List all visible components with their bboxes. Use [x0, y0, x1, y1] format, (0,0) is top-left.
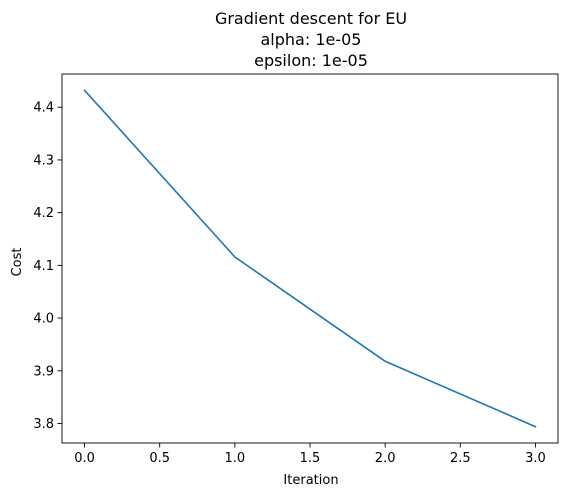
x-tick-label-1: 0.5: [149, 451, 170, 466]
series-line-0: [83, 89, 537, 428]
x-tick-label-3: 1.5: [300, 451, 321, 466]
y-tick-label-6: 4.4: [33, 101, 54, 116]
y-tick-label-3: 4.1: [33, 259, 54, 274]
x-tick-label-4: 2.0: [375, 451, 396, 466]
y-tick-label-1: 3.9: [33, 364, 54, 379]
plot-area: 0.0 0.5 1.0 1.5 2.0 2.5 3.0 3.8 3.9 4.0 4.1 4.2 4.3 4…: [33, 73, 559, 466]
y-tick-label-4: 4.2: [33, 206, 54, 221]
title-line-1: Gradient descent for EU: [215, 9, 407, 28]
title-line-3: epsilon: 1e-05: [254, 51, 368, 70]
x-tick-label-0: 0.0: [74, 451, 95, 466]
x-axis-label: Iteration: [283, 473, 338, 488]
title-line-2: alpha: 1e-05: [261, 30, 362, 49]
x-tick-label-5: 2.5: [450, 451, 471, 466]
y-tick-label-5: 4.3: [33, 153, 54, 168]
x-tick-label-2: 1.0: [225, 451, 246, 466]
y-tick-label-0: 3.8: [33, 417, 54, 432]
x-tick-label-6: 3.0: [525, 451, 546, 466]
y-axis-label: Cost: [10, 248, 25, 277]
y-tick-label-2: 4.0: [33, 312, 54, 327]
chart-title: Gradient descent for EU alpha: 1e-05 eps…: [215, 9, 407, 70]
